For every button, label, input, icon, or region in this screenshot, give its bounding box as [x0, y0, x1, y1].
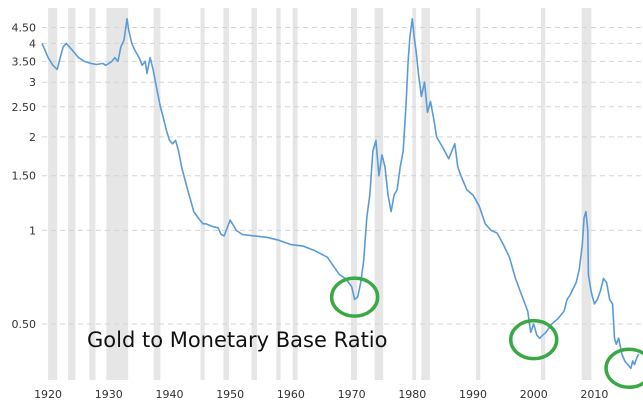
x-tick-label-0: 1920	[34, 388, 62, 401]
recession-band-15	[541, 8, 546, 380]
y-tick-label-4: 2.50	[12, 101, 37, 114]
x-tick-label-8: 2000	[520, 388, 548, 401]
y-tick-label-8: 4.50	[12, 22, 37, 35]
recession-shading	[48, 8, 592, 380]
x-tick-label-5: 1970	[338, 388, 366, 401]
highlight-circle-2	[604, 347, 643, 390]
series-lines	[41, 17, 640, 370]
recession-band-3	[106, 8, 129, 380]
recession-band-1	[68, 8, 76, 380]
x-tick-label-7: 1990	[459, 388, 487, 401]
y-tick-labels: 0.50 1 1.50 2 2.50 3 3.50 4 4.50	[12, 22, 37, 331]
recession-band-5	[200, 8, 205, 380]
y-tick-label-7: 4	[29, 37, 36, 50]
y-tick-label-1: 1	[29, 224, 36, 237]
recession-band-12	[412, 8, 416, 380]
recession-band-14	[476, 8, 481, 380]
recession-band-8	[276, 8, 281, 380]
recession-band-2	[89, 8, 96, 380]
y-tick-label-3: 2	[29, 131, 36, 144]
y-tick-label-6: 3.50	[12, 55, 37, 68]
recession-band-0	[48, 8, 58, 380]
recession-band-10	[350, 8, 358, 380]
y-tick-label-0: 0.50	[12, 318, 37, 331]
x-tick-label-4: 1960	[277, 388, 305, 401]
y-gridlines	[42, 27, 643, 325]
highlight-circle-0	[329, 276, 380, 318]
highlight-circles	[329, 276, 643, 390]
highlight-circle-1	[508, 318, 559, 361]
series-line-0	[41, 17, 640, 370]
recession-band-13	[421, 8, 430, 380]
recession-band-16	[581, 8, 592, 380]
x-tick-label-3: 1950	[216, 388, 244, 401]
recession-band-9	[292, 8, 298, 380]
recession-band-6	[223, 8, 229, 380]
x-tick-label-9: 2010	[580, 388, 608, 401]
x-tick-labels: 1920 1930 1940 1950 1960 1970 1980 1990 2000 2010	[34, 388, 608, 401]
recession-band-7	[251, 8, 257, 380]
chart-annotation: Gold to Monetary Base Ratio	[87, 328, 387, 352]
recession-band-4	[153, 8, 161, 380]
x-tick-label-6: 1980	[398, 388, 426, 401]
x-tick-label-1: 1930	[95, 388, 123, 401]
y-tick-label-5: 3	[29, 76, 36, 89]
y-tick-label-2: 1.50	[12, 170, 37, 183]
x-tick-label-2: 1940	[155, 388, 183, 401]
recession-band-11	[374, 8, 384, 380]
